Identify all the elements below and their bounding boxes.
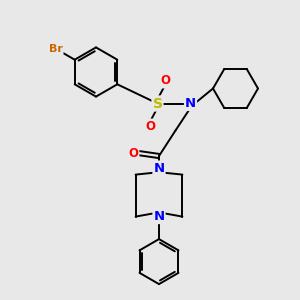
Text: S: S [152, 97, 163, 110]
Text: O: O [145, 119, 155, 133]
Text: O: O [160, 74, 170, 88]
Text: Br: Br [49, 44, 63, 54]
Text: N: N [185, 97, 196, 110]
Text: N: N [153, 161, 165, 175]
Text: N: N [153, 210, 165, 223]
Text: O: O [128, 146, 139, 160]
